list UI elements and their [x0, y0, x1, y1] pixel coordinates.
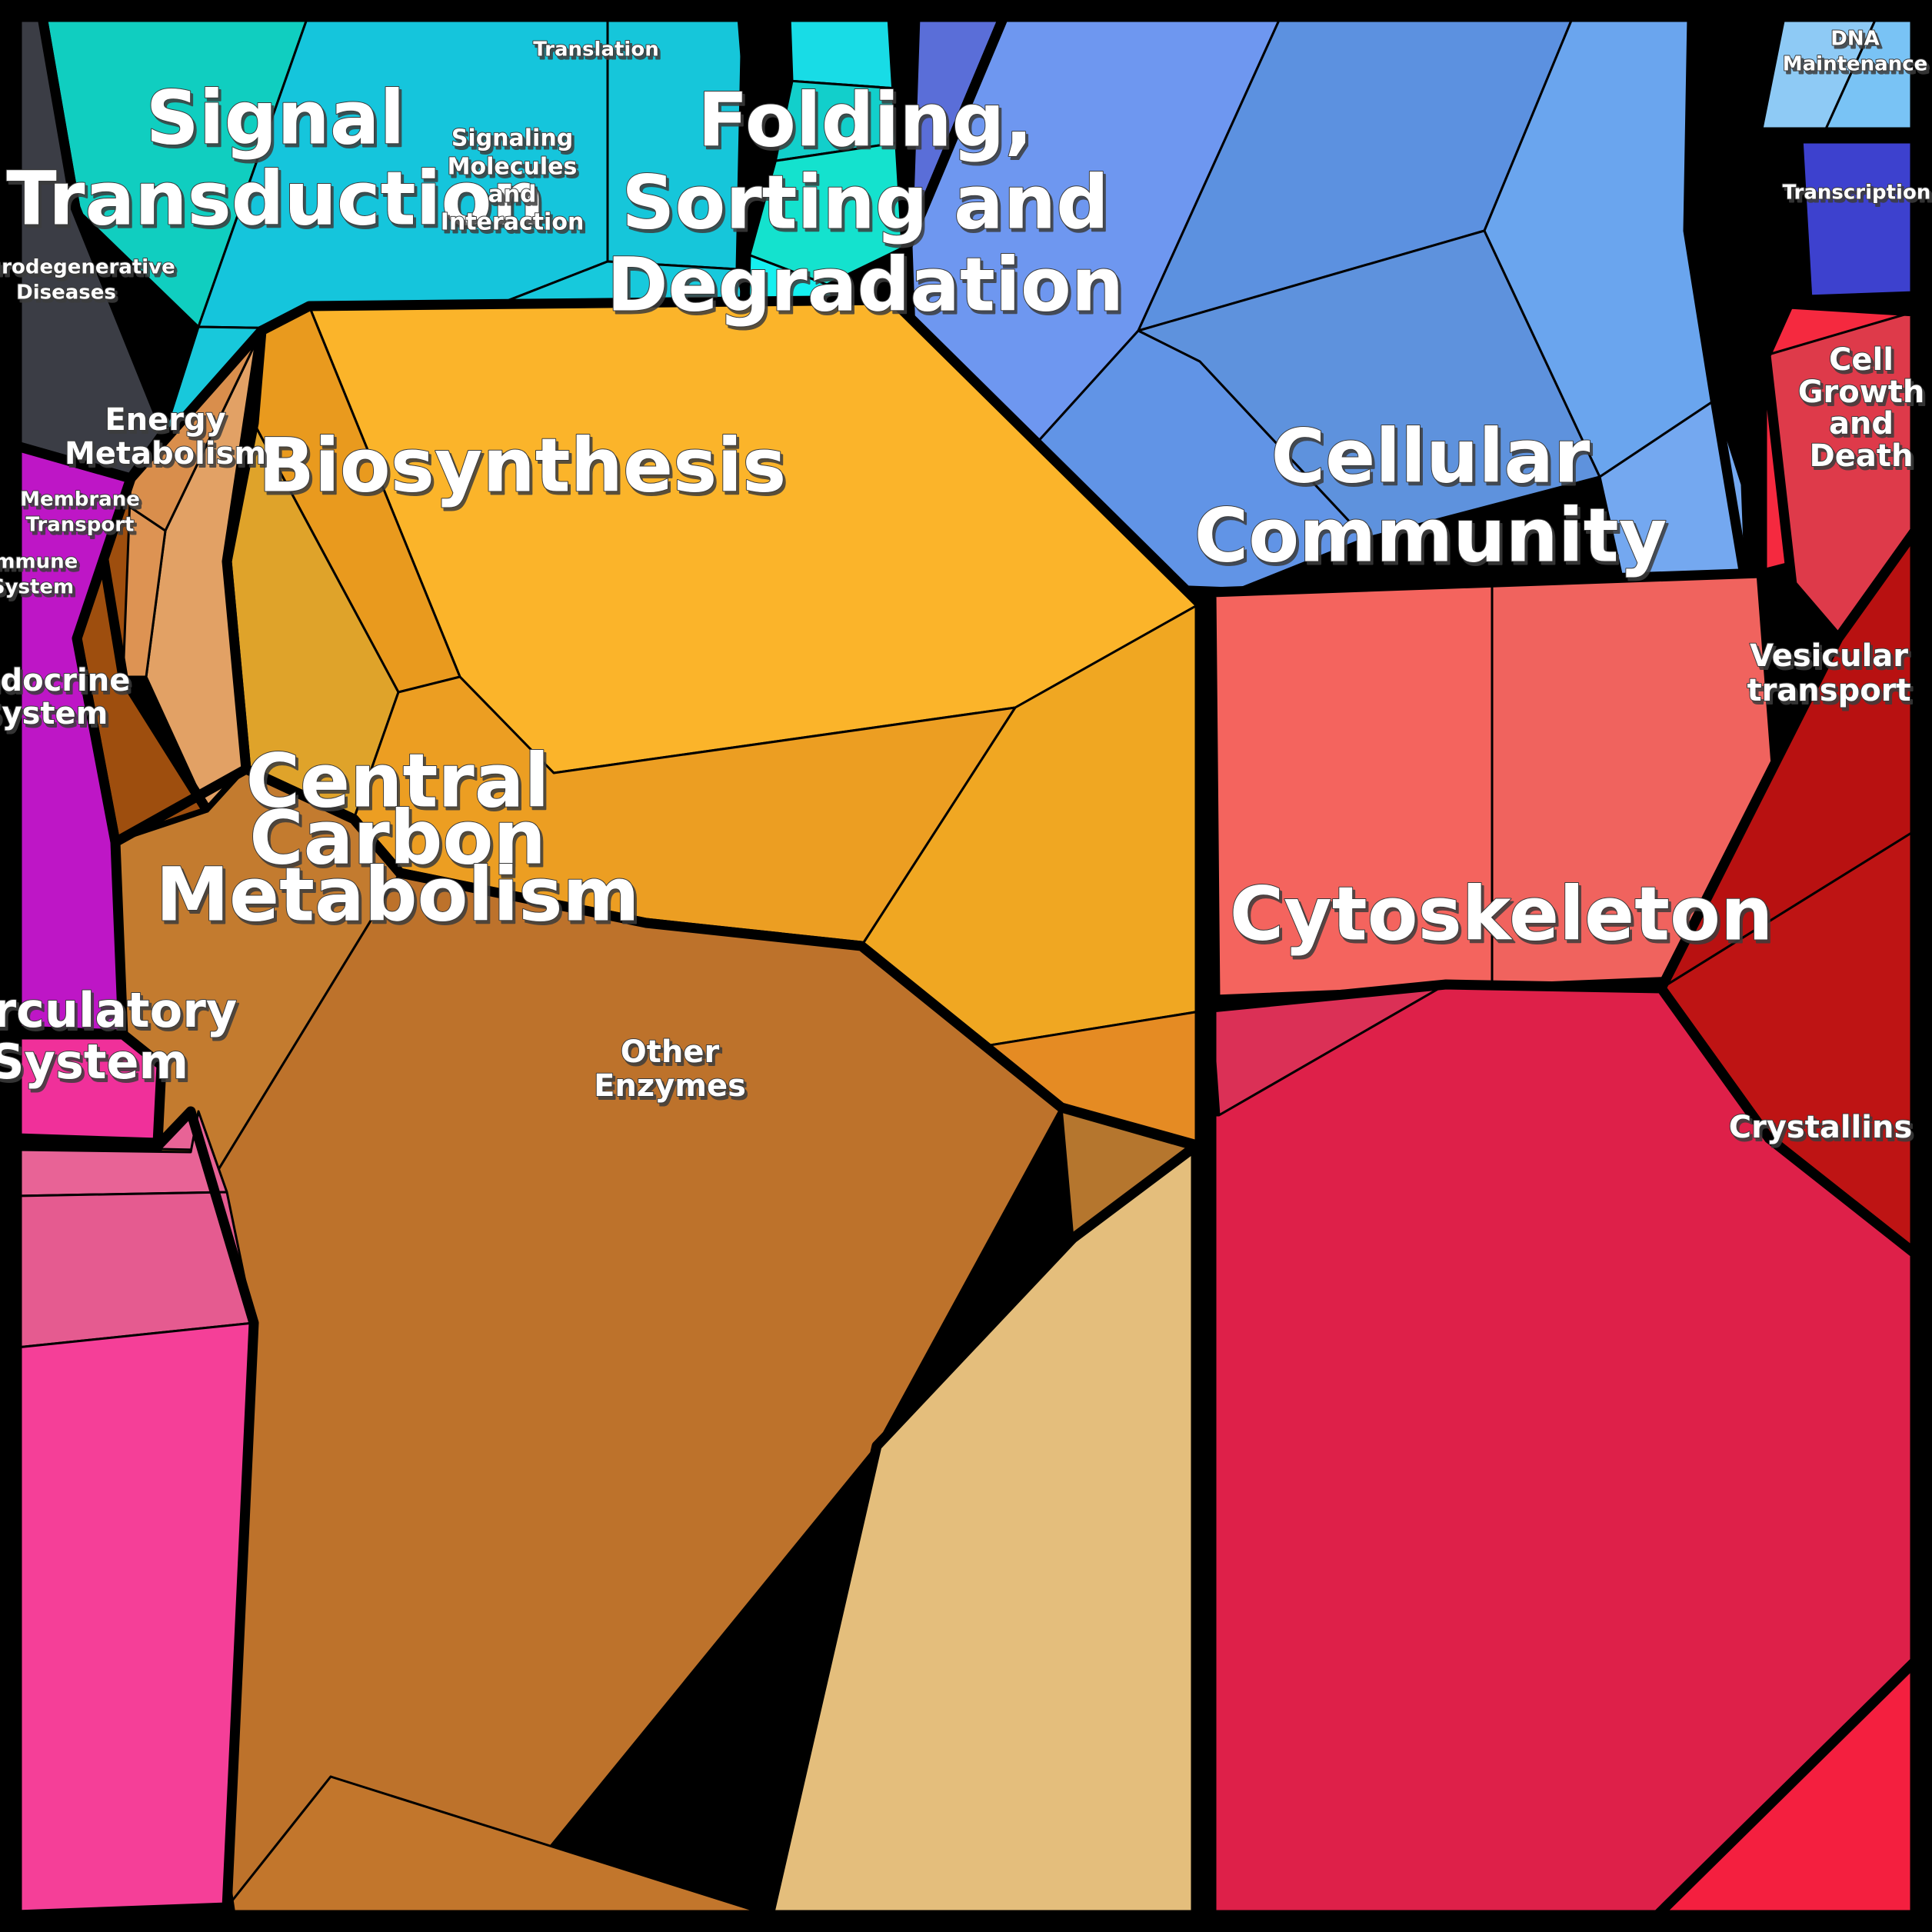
svg-text:Circulatory: Circulatory	[0, 982, 237, 1038]
label-vesicular-transport: Vesicular transport	[1746, 638, 1911, 709]
svg-text:Cytoskeleton: Cytoskeleton	[1230, 871, 1774, 957]
svg-text:Enzymes: Enzymes	[594, 1068, 746, 1104]
svg-text:Transduction: Transduction	[6, 155, 545, 242]
svg-text:Degradation: Degradation	[607, 242, 1124, 328]
label-neurodegenerative-diseases: Neurodegenerative Diseases	[0, 255, 176, 305]
svg-text:Crystallins: Crystallins	[1729, 1110, 1913, 1145]
group-central-carbon-metabolism[interactable]	[102, 764, 1201, 1920]
svg-text:Maintenance: Maintenance	[1783, 53, 1928, 76]
svg-text:Central: Central	[246, 738, 550, 824]
svg-text:Interaction: Interaction	[441, 209, 585, 236]
cell-circulatory-main[interactable]	[15, 1321, 255, 1917]
group-transcription[interactable]	[1793, 133, 1920, 305]
label-signal-transduction: Signal Transduction	[5, 74, 545, 242]
svg-text:Carbon: Carbon	[249, 794, 546, 881]
svg-text:Metabolism: Metabolism	[156, 851, 640, 938]
svg-text:System: System	[0, 1034, 188, 1090]
svg-text:Immune: Immune	[0, 551, 78, 574]
group-biosynthesis[interactable]	[222, 295, 1205, 1151]
label-biosynthesis: Biosynthesis	[258, 421, 788, 509]
svg-text:Signal: Signal	[146, 75, 405, 161]
label-circulatory-system: Circulatory System	[0, 981, 238, 1091]
label-other-enzymes: Other Enzymes	[593, 1034, 747, 1104]
label-cellular-community: Cellular Community	[1194, 412, 1668, 579]
label-endocrine-system: Endocrine System	[0, 662, 131, 732]
svg-text:and: and	[1829, 406, 1894, 441]
label-central-carbon-metabolism: Central Carbon Metabolism	[155, 737, 641, 938]
label-folding-sorting-and-degradation: Folding, Sorting and Degradation	[606, 76, 1124, 328]
svg-text:Transport: Transport	[26, 514, 135, 537]
label-cytoskeleton: Cytoskeleton	[1229, 870, 1774, 958]
svg-text:Metabolism: Metabolism	[65, 436, 266, 471]
svg-text:Cellular: Cellular	[1271, 413, 1591, 499]
svg-text:System: System	[0, 696, 108, 731]
label-cell-growth-and-death: Cell Growth and Death	[1797, 341, 1926, 475]
label-energy-metabolism: Energy Metabolism	[64, 401, 267, 472]
svg-text:Diseases: Diseases	[16, 281, 116, 305]
svg-text:DNA: DNA	[1830, 28, 1879, 51]
label-membrane-transport: Membrane Transport	[19, 488, 141, 538]
svg-text:transport: transport	[1747, 673, 1910, 708]
label-dna-maintenance: DNA Maintenance	[1782, 27, 1929, 77]
label-translation: Translation	[532, 38, 659, 62]
svg-text:Neurodegenerative: Neurodegenerative	[0, 256, 175, 279]
group-circulatory-system[interactable]	[12, 1106, 259, 1920]
svg-text:Sorting and: Sorting and	[621, 159, 1109, 245]
group-cytoskeleton[interactable]	[1206, 979, 1920, 1920]
svg-text:Other: Other	[621, 1034, 720, 1070]
label-transcription: Transcription	[1782, 181, 1932, 205]
svg-text:Vesicular: Vesicular	[1750, 638, 1908, 674]
label-signaling-molecules-and-interaction: Signaling Molecules and Interaction	[440, 125, 585, 237]
svg-text:Folding,: Folding,	[698, 77, 1033, 163]
svg-text:and: and	[488, 182, 536, 208]
svg-text:Growth: Growth	[1798, 375, 1925, 410]
svg-text:Endocrine: Endocrine	[0, 663, 130, 698]
svg-text:Energy: Energy	[105, 402, 225, 438]
svg-text:Community: Community	[1194, 492, 1667, 578]
label-crystallins: Crystallins	[1728, 1109, 1914, 1146]
group-folding-sorting-degradation[interactable]	[902, 12, 1751, 598]
label-immune-system: Immune System	[0, 550, 78, 600]
svg-text:Biosynthesis: Biosynthesis	[258, 422, 787, 508]
svg-text:System: System	[0, 576, 74, 599]
svg-text:Transcription: Transcription	[1783, 182, 1931, 205]
cell-transcription[interactable]	[1797, 137, 1917, 301]
svg-text:Death: Death	[1810, 438, 1914, 474]
svg-text:Cell: Cell	[1829, 342, 1894, 378]
svg-text:Translation: Translation	[533, 38, 658, 62]
cell-folding-sub4[interactable]	[1598, 398, 1747, 586]
svg-text:Signaling: Signaling	[451, 125, 573, 152]
svg-text:Membrane: Membrane	[20, 488, 140, 511]
svg-text:Molecules: Molecules	[448, 154, 578, 181]
